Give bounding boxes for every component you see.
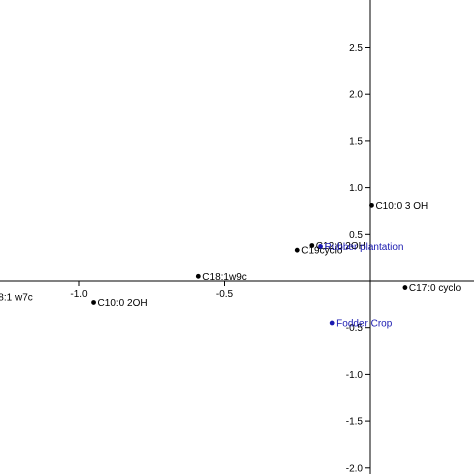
variable-point (91, 300, 96, 305)
y-tick-label: -1.5 (346, 417, 364, 428)
y-tick-label: 0.5 (349, 230, 363, 241)
treatment-point (318, 244, 323, 249)
variable-label: C18:1 w7c (0, 292, 33, 303)
variable-point (294, 247, 300, 253)
variable-point (369, 202, 374, 208)
y-tick-label: -2.0 (346, 463, 364, 474)
y-tick-label: -0.5 (346, 323, 364, 334)
y-tick-label: 1.5 (349, 136, 363, 147)
variable-label: C18:1w9c (202, 272, 246, 283)
variable-point (195, 273, 201, 279)
tick-marks: -1.0 -0.5 2.5 2.0 1.5 1.0 0.5 -0.5 -1.0 -1.5 -2.0 (70, 43, 370, 474)
x-tick-label: -1.0 (70, 289, 88, 300)
treatment-label: Fodder Crop (336, 319, 393, 330)
variable-point (402, 285, 408, 290)
variable-label: C17:0 cyclo (409, 283, 462, 294)
y-tick-label: 2.0 (349, 90, 363, 101)
treatment-point (329, 320, 335, 326)
variable-point (309, 243, 315, 248)
variable-label: C12:0 2OH (316, 241, 366, 252)
data-points: C18:1 w7c C10:0 2OH C18:1w9c C12:0 2OHC19cy… (0, 201, 462, 330)
variable-label: C10:0 3 OH (375, 201, 428, 212)
x-tick-label: -0.5 (216, 289, 234, 300)
treatment-label: Rubber plantation (325, 242, 404, 253)
variable-label: C10:0 2OH (98, 298, 148, 309)
y-tick-label: -1.0 (346, 370, 364, 381)
variable-label: C19cyclo (301, 246, 343, 257)
y-tick-label: 1.0 (349, 183, 363, 194)
y-tick-label: 2.5 (349, 43, 363, 54)
